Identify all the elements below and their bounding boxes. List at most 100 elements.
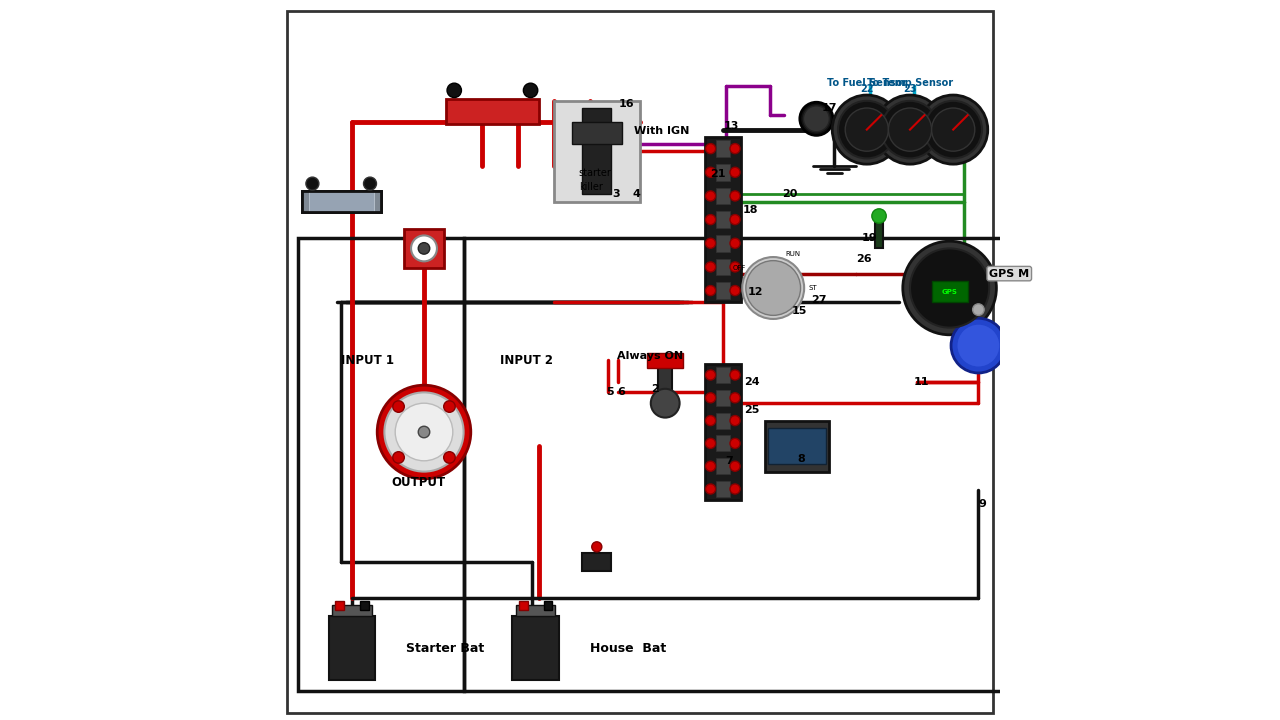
Circle shape [902,241,996,335]
Circle shape [705,484,716,494]
Circle shape [444,401,456,413]
Text: 9: 9 [978,499,987,509]
Circle shape [919,95,988,164]
Circle shape [393,401,404,413]
Circle shape [705,438,716,449]
Text: INPUT 1: INPUT 1 [342,354,394,366]
Circle shape [881,101,938,158]
Text: 22: 22 [860,84,873,94]
Circle shape [730,143,740,153]
Circle shape [730,438,740,449]
Circle shape [396,403,453,461]
Text: 19: 19 [861,233,877,243]
Circle shape [705,393,716,403]
Circle shape [730,262,740,272]
Circle shape [411,235,436,261]
Text: With IGN: With IGN [634,126,689,136]
Bar [463,238,1004,691]
Bar [716,212,730,228]
Bar [716,413,730,428]
Text: Always ON: Always ON [617,351,684,361]
Circle shape [804,106,829,132]
Circle shape [705,286,716,296]
Bar [512,616,559,680]
Text: 16: 16 [618,99,634,109]
Circle shape [838,101,896,158]
Bar [874,220,883,248]
Circle shape [730,167,740,177]
Circle shape [845,108,888,151]
Circle shape [419,426,430,438]
Circle shape [591,541,602,552]
Circle shape [705,262,716,272]
Bar [705,364,741,500]
Circle shape [957,324,1000,367]
Bar [302,191,381,212]
Circle shape [910,248,989,328]
Bar [572,122,622,144]
Circle shape [447,84,462,98]
Circle shape [746,261,800,315]
Bar [932,281,968,302]
Bar [716,436,730,451]
Circle shape [306,177,319,190]
Text: GPS M: GPS M [989,269,1029,279]
Circle shape [730,462,740,472]
Bar [582,108,612,194]
Bar [716,367,730,383]
Circle shape [872,209,886,223]
Circle shape [730,415,740,426]
Circle shape [444,451,456,463]
Bar [768,428,826,464]
Bar [308,191,374,212]
Circle shape [705,462,716,472]
Text: ST: ST [809,285,817,291]
Bar [716,282,730,299]
Text: killer: killer [579,182,603,192]
Bar [445,99,539,124]
Circle shape [730,191,740,201]
Circle shape [876,95,945,164]
Circle shape [800,102,833,135]
Text: 6: 6 [617,387,625,397]
Text: 23: 23 [904,84,916,94]
Text: 26: 26 [856,254,872,264]
Text: 8: 8 [797,454,805,464]
Circle shape [730,238,740,248]
Bar [404,229,444,269]
Bar [716,164,730,181]
Circle shape [705,370,716,380]
Text: 27: 27 [812,295,827,305]
Bar [658,364,672,403]
Text: 25: 25 [744,405,759,415]
Bar [716,258,730,275]
Bar [716,188,730,204]
Circle shape [730,484,740,494]
Circle shape [973,304,984,315]
Circle shape [888,108,932,151]
Circle shape [932,108,975,151]
Circle shape [705,215,716,225]
Text: INPUT 2: INPUT 2 [499,354,553,366]
Circle shape [705,167,716,177]
Circle shape [705,238,716,248]
Bar [716,390,730,406]
Bar [518,601,527,610]
Circle shape [650,389,680,418]
Bar [516,605,556,616]
Text: 13: 13 [723,121,739,131]
Bar [329,616,375,680]
Text: To Fuel Sensor: To Fuel Sensor [827,78,906,88]
Text: 20: 20 [782,189,797,199]
Circle shape [832,95,901,164]
Text: 24: 24 [744,377,759,387]
Circle shape [705,143,716,153]
Text: RUN: RUN [786,251,800,257]
Bar [716,481,730,497]
Text: 21: 21 [710,169,726,179]
Text: OUTPUT: OUTPUT [392,476,445,489]
Circle shape [393,451,404,463]
Bar [716,458,730,474]
Circle shape [730,215,740,225]
Text: 3: 3 [613,189,621,199]
